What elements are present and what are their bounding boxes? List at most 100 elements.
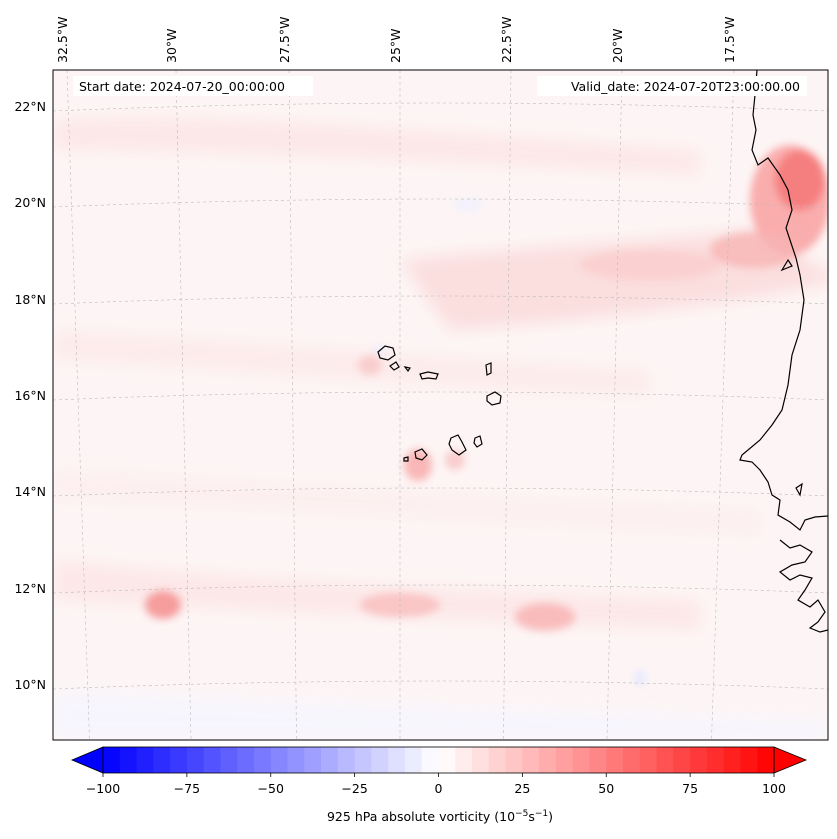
graticule xyxy=(53,70,828,740)
colorbar-segment xyxy=(539,747,557,773)
colorbar-segment xyxy=(455,747,473,773)
islet-2 xyxy=(795,482,803,497)
lat-label: 16°N xyxy=(14,388,46,403)
colorbar-segment xyxy=(270,747,289,773)
island-santa-luzia xyxy=(403,366,411,373)
coastal-inlet xyxy=(778,539,828,633)
colorbar-segment xyxy=(321,747,339,773)
colorbar-tick-label: 75 xyxy=(682,781,698,796)
colorbar-segment xyxy=(237,747,255,773)
colorbar-segment xyxy=(371,747,389,773)
colorbar-segment xyxy=(388,747,406,773)
colorbar-segment xyxy=(220,747,238,773)
lon-label: 22.5°W xyxy=(499,17,514,63)
parallel-line xyxy=(53,584,828,594)
colorbar-segment xyxy=(673,747,691,773)
island-sal xyxy=(485,362,492,376)
longitude-labels: 32.5°W 30°W 27.5°W 25°W 22.5°W 20°W 17.5… xyxy=(55,17,737,63)
colorbar-segment xyxy=(304,747,322,773)
lon-label: 17.5°W xyxy=(722,17,737,63)
colorbar-segment xyxy=(505,747,523,773)
meridian-line xyxy=(711,70,735,740)
island-sao-nicolau xyxy=(419,371,439,380)
parallel-line xyxy=(53,391,828,401)
meridian-line xyxy=(288,70,297,740)
colorbar-segment xyxy=(606,747,624,773)
colorbar-tick-label: 0 xyxy=(435,781,443,796)
lat-label: 12°N xyxy=(14,581,46,596)
colorbar-ticks: −100 −75 −50 −25 0 25 50 75 100 xyxy=(86,773,786,796)
colorbar: −100 −75 −50 −25 0 25 50 75 100 925 hPa absolute… xyxy=(70,746,808,824)
lat-label: 22°N xyxy=(14,99,46,114)
colorbar-segment xyxy=(354,747,373,773)
colorbar-segment xyxy=(690,747,708,773)
meridian-line xyxy=(503,70,512,740)
colorbar-segment xyxy=(438,747,456,773)
coastline xyxy=(377,70,828,633)
lat-label: 20°N xyxy=(14,195,46,210)
map-frame xyxy=(52,69,829,741)
colorbar-segment xyxy=(639,747,658,773)
colorbar-segment xyxy=(170,747,188,773)
colorbar-segment xyxy=(186,747,205,773)
lon-label: 30°W xyxy=(164,28,179,63)
colorbar-segment xyxy=(656,747,674,773)
colorbar-segment xyxy=(488,747,507,773)
colorbar-segment xyxy=(119,747,138,773)
parallel-line xyxy=(53,487,828,497)
parallel-line xyxy=(53,680,828,690)
latitude-labels: 22°N 20°N 18°N 16°N 14°N 12°N 10°N xyxy=(14,99,46,692)
colorbar-segment xyxy=(757,747,775,773)
start-date-box: Start date: 2024-07-20_00:00:00 xyxy=(73,76,313,96)
island-santiago xyxy=(448,434,467,456)
colorbar-segment xyxy=(572,747,591,773)
map-panel: Start date: 2024-07-20_00:00:00 Valid_da… xyxy=(52,69,829,741)
colorbar-segment xyxy=(623,747,641,773)
colorbar-tick-label: −25 xyxy=(341,781,367,796)
meridian-line xyxy=(606,70,623,740)
colorbar-segment xyxy=(421,747,440,773)
lon-label: 27.5°W xyxy=(277,17,292,63)
colorbar-label: 925 hPa absolute vorticity (10−5s−1) xyxy=(327,809,553,824)
meridian-line xyxy=(175,70,192,740)
colorbar-min-extend xyxy=(70,746,104,774)
lat-label: 14°N xyxy=(14,484,46,499)
colorbar-segment xyxy=(203,747,222,773)
valid-date-box: Valid_date: 2024-07-20T23:00:00.00 xyxy=(537,76,807,96)
colorbar-tick-label: −75 xyxy=(174,781,200,796)
colorbar-segment xyxy=(404,747,423,773)
colorbar-segments xyxy=(103,747,775,773)
island-maio xyxy=(473,435,483,448)
island-boa-vista xyxy=(486,391,502,406)
vorticity-field xyxy=(53,117,828,740)
colorbar-tick-label: −100 xyxy=(86,781,120,796)
colorbar-segment xyxy=(472,747,490,773)
valid-date-label: Valid_date: 2024-07-20T23:00:00.00 xyxy=(571,79,800,94)
colorbar-segment xyxy=(522,747,540,773)
lon-label: 25°W xyxy=(388,28,403,63)
islet-1 xyxy=(780,258,793,272)
meridian-line xyxy=(66,70,90,740)
colorbar-segment xyxy=(555,747,574,773)
colorbar-segment xyxy=(136,747,154,773)
colorbar-tick-label: 100 xyxy=(762,781,786,796)
lat-label: 18°N xyxy=(14,292,46,307)
colorbar-segment xyxy=(337,747,356,773)
parallel-line xyxy=(53,102,828,112)
map-background xyxy=(53,70,828,740)
parallel-line xyxy=(53,295,828,305)
colorbar-segment xyxy=(253,747,272,773)
colorbar-segment xyxy=(740,747,758,773)
colorbar-segment xyxy=(153,747,171,773)
parallel-line xyxy=(53,198,828,208)
colorbar-segment xyxy=(706,747,725,773)
island-fogo xyxy=(414,448,428,461)
island-sao-vicente xyxy=(389,361,400,371)
lat-label: 10°N xyxy=(14,677,46,692)
africa-coast xyxy=(739,70,828,531)
colorbar-segment xyxy=(103,747,121,773)
colorbar-max-extend xyxy=(773,746,808,774)
colorbar-tick-label: 25 xyxy=(514,781,530,796)
colorbar-segment xyxy=(723,747,742,773)
